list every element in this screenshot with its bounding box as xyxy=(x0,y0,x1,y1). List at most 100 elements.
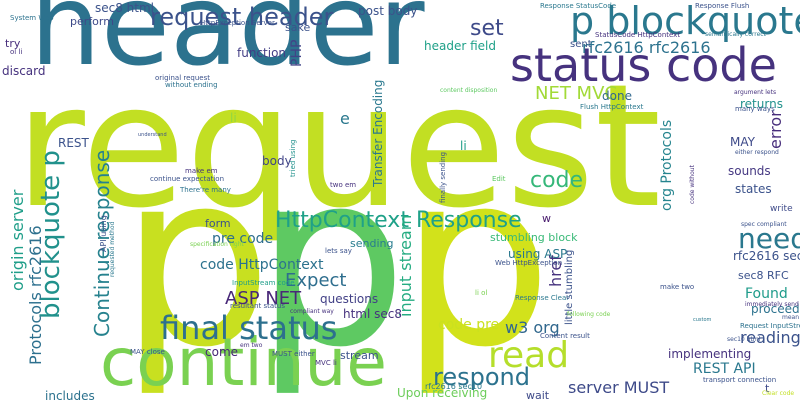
cloud-word-header: header xyxy=(30,0,425,91)
cloud-word-httpcontext-response: HttpContext Response xyxy=(275,208,522,233)
cloud-word-flush-httpcontext: Flush HttpContext xyxy=(580,103,644,111)
cloud-word-mean: mean xyxy=(782,314,800,321)
cloud-word-w3-org: w3 org xyxy=(505,318,560,337)
cloud-word-many-ways: many ways xyxy=(735,105,775,113)
cloud-word-come: come xyxy=(205,345,239,359)
cloud-word-pre-code: pre code xyxy=(212,231,274,247)
cloud-word-status-code: status code xyxy=(510,38,777,92)
cloud-word-two-em: two em xyxy=(330,181,357,189)
cloud-word-continue: continue xyxy=(100,324,387,400)
cloud-word-sending: sending xyxy=(350,237,394,250)
cloud-word-understand: understand xyxy=(138,132,167,138)
cloud-word-semantically-correct: semantically correct xyxy=(705,31,766,38)
cloud-word-expect: Expect xyxy=(285,270,347,291)
cloud-word-specification-right: specification right xyxy=(190,241,244,248)
cloud-word-function: function xyxy=(237,46,287,60)
cloud-word-argument-lets: argument lets xyxy=(734,89,777,96)
cloud-word-transfer-encoding: Transfer Encoding xyxy=(371,79,385,187)
cloud-word-implementing: implementing xyxy=(668,347,752,361)
cloud-word-system-web: System Web xyxy=(10,14,54,22)
cloud-word-sec10-html: sec10 html xyxy=(727,336,761,343)
cloud-word-li: li xyxy=(230,111,237,125)
cloud-word-header-field: header field xyxy=(424,39,496,53)
cloud-word-returns: returns xyxy=(740,97,783,111)
cloud-word-lets-say: lets say xyxy=(325,247,352,255)
cloud-word-protocols-rfc2616: Protocols rfc2616 xyxy=(26,225,45,365)
cloud-word-final-status: final status xyxy=(160,309,338,347)
cloud-word-em-two: em two xyxy=(240,342,263,349)
cloud-word-either-respond: either respond xyxy=(735,149,779,156)
cloud-word-edit: Edit xyxy=(492,175,506,183)
cloud-word-may-close: MAY close xyxy=(130,348,165,356)
cloud-word-error: error xyxy=(766,110,785,149)
cloud-word-web-httpexception: Web HttpException xyxy=(495,259,563,267)
cloud-word-li: li xyxy=(460,139,467,153)
cloud-word-api-using: API using xyxy=(99,215,108,252)
cloud-word-response-flush: Response Flush xyxy=(695,2,750,10)
cloud-word-done: done xyxy=(602,89,632,103)
cloud-word-sec8-rfc: sec8 RFC xyxy=(738,269,789,282)
cloud-word-sake: sake xyxy=(285,21,311,34)
cloud-word-includes: includes xyxy=(45,389,95,400)
cloud-word-must-either: MUST either xyxy=(272,350,315,358)
cloud-word-p: p xyxy=(400,120,553,400)
cloud-word-rest: REST xyxy=(58,136,89,150)
cloud-word-p: p xyxy=(120,120,273,400)
cloud-word-clear-code: Clear code xyxy=(762,390,795,397)
cloud-word-w: w xyxy=(542,212,551,225)
cloud-word-code: code xyxy=(530,168,584,193)
cloud-word-sec8-html: sec8 html xyxy=(95,1,155,15)
cloud-word-asp-net: ASP NET xyxy=(225,288,302,309)
cloud-word-p-blockquote: p blockquote xyxy=(570,0,800,43)
cloud-word-net-mvc: NET MVC xyxy=(535,83,617,104)
cloud-word-rfc2616-rfc2616: rfc2616 rfc2616 xyxy=(582,38,711,57)
cloud-word-rfc2616-sec10: rfc2616 sec10 xyxy=(425,382,483,391)
cloud-word-original-request: original request xyxy=(155,74,210,82)
cloud-word-immediately-send: immediately send xyxy=(745,301,799,308)
cloud-word-upon-receiving: Upon receiving xyxy=(397,386,488,400)
cloud-word-sent: sent xyxy=(570,39,592,50)
cloud-word-compliant-way: compliant way xyxy=(290,308,334,315)
cloud-word-content-disposition: content disposition xyxy=(440,87,498,94)
cloud-word-response-clear: Response Clear xyxy=(515,294,570,302)
cloud-word-statuscode-httpcontext: StatusCode HttpContext xyxy=(595,31,681,39)
cloud-word-read: read xyxy=(488,335,570,376)
cloud-word-wait: wait xyxy=(526,389,550,400)
cloud-word-response-statuscode: Response StatusCode xyxy=(540,2,617,10)
cloud-word-rfc2616-sec8: rfc2616 sec8 xyxy=(733,249,800,263)
cloud-word-found: Found xyxy=(745,286,788,302)
cloud-word-following-code: following code xyxy=(567,311,611,318)
cloud-word-e: e xyxy=(340,109,350,128)
cloud-word-origin-server: origin server xyxy=(8,189,27,291)
cloud-word-respond: respond xyxy=(433,363,530,391)
cloud-word-request-inputstream: Request InputStream xyxy=(740,322,800,330)
cloud-word-post-body: post body xyxy=(358,4,418,18)
cloud-word-states: states xyxy=(735,182,772,196)
cloud-word-request-header: request header xyxy=(150,3,334,31)
cloud-word-php: PHP xyxy=(289,39,305,67)
cloud-word-stumbling-block: stumbling block xyxy=(490,231,578,244)
cloud-word-html-sec8: html sec8 xyxy=(343,307,403,321)
cloud-word-t: t xyxy=(765,382,770,395)
cloud-word-inputstream-code: InputStream code xyxy=(232,279,295,287)
cloud-word-questions: questions xyxy=(320,292,379,306)
cloud-word-ol-li: ol li xyxy=(10,48,23,56)
cloud-word-p: p xyxy=(255,120,408,400)
cloud-word-using-asp: using ASP xyxy=(508,247,568,261)
cloud-word-code-pre: code pre xyxy=(438,317,500,333)
cloud-word-need: need xyxy=(738,222,800,255)
cloud-word-spec-compliant: spec compliant xyxy=(741,221,787,228)
cloud-word-custom: custom xyxy=(693,317,712,323)
cloud-word-make-two: make two xyxy=(660,283,695,291)
cloud-word-there-re-many: There're many xyxy=(180,186,231,194)
cloud-word-write: write xyxy=(770,204,793,214)
cloud-word-requested-method: requested method xyxy=(109,221,116,277)
cloud-word-discard: discard xyxy=(2,64,46,78)
cloud-word-content-result: Content result xyxy=(540,332,590,340)
cloud-word-without-ending: without ending xyxy=(165,81,218,89)
cloud-word-form: form xyxy=(205,217,231,230)
cloud-word-transport-connection: transport connection xyxy=(703,376,777,384)
cloud-word-body: body xyxy=(262,154,292,168)
cloud-word-li-ol: li ol xyxy=(475,289,488,297)
